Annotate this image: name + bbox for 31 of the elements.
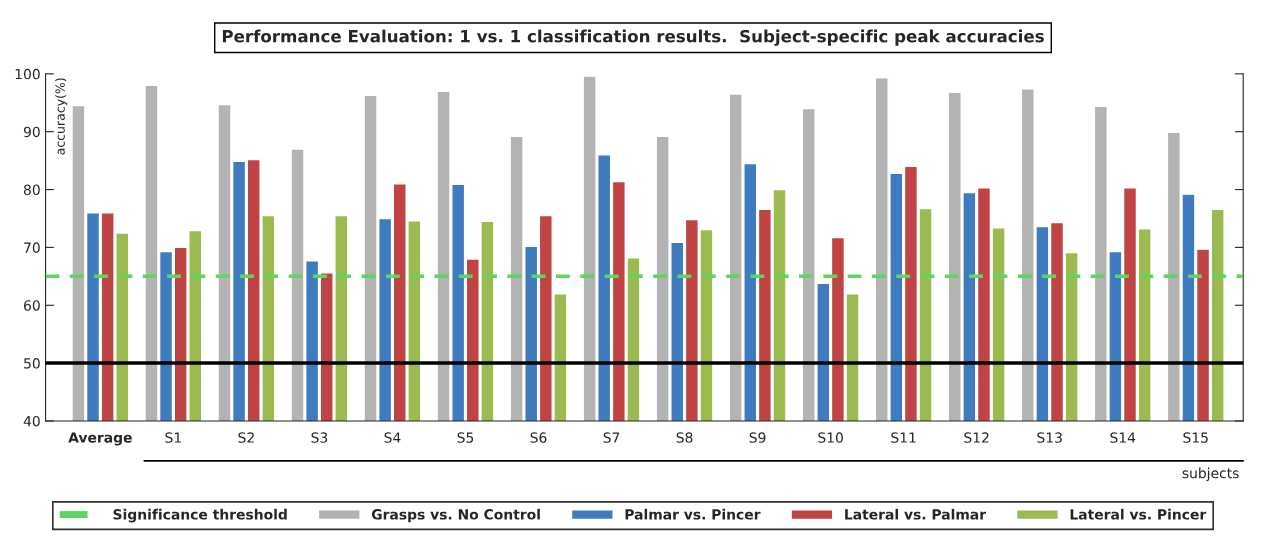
legend-label: Lateral vs. Palmar: [845, 508, 987, 520]
x-tick-label: Average: [68, 432, 132, 446]
x-tick-label: S14: [1110, 432, 1136, 443]
x-tick-label: S7: [603, 432, 620, 443]
x-axis-title: subjects: [1182, 467, 1239, 482]
chart-title: Performance Evaluation: 1 vs. 1 classification results. Subject-specific peak accuracies: [222, 29, 1044, 46]
x-tick-label: S9: [749, 432, 766, 443]
y-tick-label: 40: [23, 415, 40, 427]
x-tick-label: S13: [1037, 432, 1062, 443]
x-tick-label: S1: [165, 432, 181, 443]
y-axis-title: accuracy(%): [55, 78, 68, 155]
y-tick-label: 60: [24, 300, 40, 311]
x-tick-label: S12: [964, 432, 989, 443]
legend-label: Palmar vs. Pincer: [625, 508, 761, 520]
legend-label: Grasps vs. No Control: [371, 508, 540, 523]
x-tick-label: S15: [1183, 432, 1208, 443]
x-tick-label: S6: [530, 432, 547, 443]
y-tick-label: 80: [23, 184, 40, 196]
x-tick-label: S3: [311, 432, 328, 443]
y-tick-label: 50: [24, 358, 40, 369]
x-tick-label: S10: [818, 432, 843, 443]
y-tick-label: 70: [24, 242, 40, 253]
x-tick-label: S11: [891, 432, 916, 443]
legend-label: Significance threshold: [113, 508, 287, 523]
x-tick-label: S5: [457, 432, 474, 443]
y-tick-label: 90: [23, 126, 40, 138]
legend-label: Lateral vs. Pincer: [1070, 508, 1207, 520]
x-tick-label: S2: [238, 432, 254, 443]
x-tick-label: S8: [676, 432, 693, 443]
x-tick-label: S4: [384, 432, 401, 443]
y-tick-label: 100: [15, 68, 40, 80]
